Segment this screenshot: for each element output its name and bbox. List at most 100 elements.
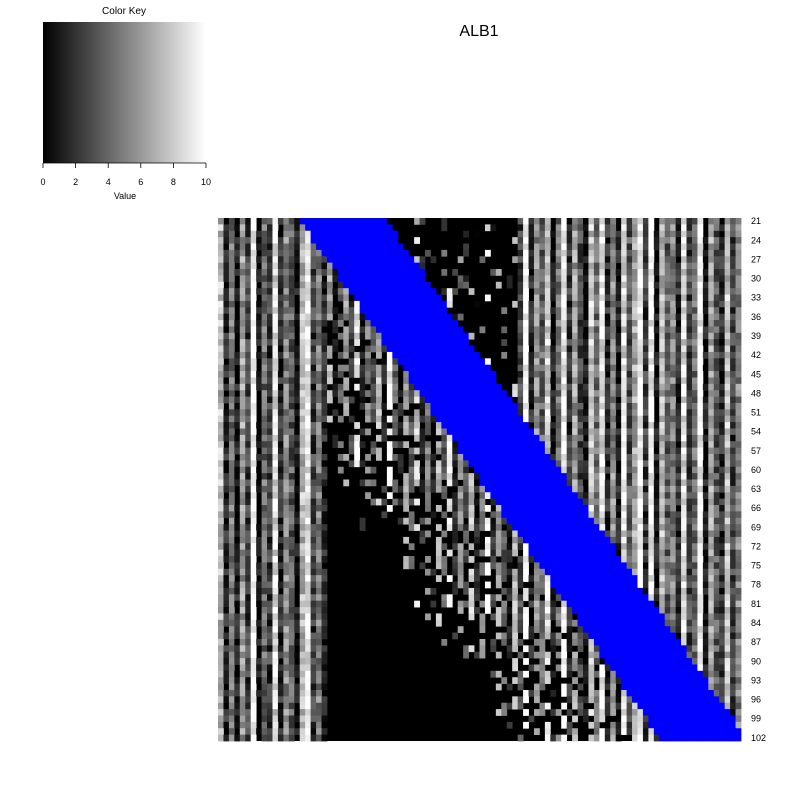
heatmap-cell bbox=[305, 345, 312, 353]
heatmap-cell bbox=[664, 262, 671, 270]
heatmap-cell bbox=[528, 575, 535, 582]
heatmap-cell bbox=[261, 536, 268, 544]
heatmap-cell bbox=[321, 371, 328, 378]
heatmap-cell bbox=[670, 581, 677, 589]
heatmap-cell bbox=[648, 351, 655, 359]
heatmap-cell bbox=[419, 466, 426, 474]
heatmap-cell bbox=[501, 575, 508, 582]
heatmap-cell bbox=[294, 428, 301, 436]
heatmap-cell bbox=[577, 326, 584, 334]
heatmap-cell bbox=[256, 434, 262, 442]
heatmap-cell bbox=[544, 364, 551, 372]
heatmap-cell bbox=[533, 562, 540, 570]
heatmap-cell bbox=[512, 300, 519, 308]
heatmap-cell bbox=[675, 422, 682, 429]
heatmap-cell bbox=[691, 288, 698, 295]
heatmap-cell bbox=[528, 505, 535, 512]
heatmap-cell bbox=[632, 626, 638, 633]
heatmap-cell bbox=[599, 441, 606, 449]
heatmap-cell bbox=[457, 345, 464, 353]
heatmap-cell bbox=[446, 549, 453, 557]
heatmap-cell bbox=[637, 345, 644, 353]
heatmap-cell bbox=[228, 294, 235, 302]
heatmap-cell bbox=[637, 581, 644, 589]
heatmap-cell bbox=[735, 607, 742, 614]
heatmap-cell bbox=[435, 441, 442, 449]
heatmap-cell bbox=[419, 517, 426, 525]
heatmap-cell bbox=[626, 498, 633, 506]
heatmap-cell bbox=[588, 300, 595, 308]
heatmap-cell bbox=[572, 358, 578, 366]
heatmap-cell bbox=[218, 224, 224, 232]
heatmap-cell bbox=[566, 281, 573, 289]
heatmap-cell bbox=[648, 587, 655, 595]
heatmap-cell bbox=[381, 371, 388, 378]
heatmap-cell bbox=[675, 262, 682, 270]
heatmap-cell bbox=[446, 288, 453, 295]
heatmap-cell bbox=[501, 479, 508, 487]
heatmap-cell bbox=[218, 371, 224, 378]
heatmap-cell bbox=[408, 453, 415, 461]
heatmap-cell bbox=[386, 262, 393, 270]
heatmap-cell bbox=[653, 607, 660, 614]
heatmap-cell bbox=[468, 600, 475, 608]
heatmap-cell bbox=[239, 441, 246, 449]
heatmap-cell bbox=[724, 543, 731, 551]
heatmap-cell bbox=[664, 300, 671, 308]
heatmap-cell bbox=[675, 218, 682, 225]
heatmap-cell bbox=[490, 415, 497, 423]
heatmap-cell bbox=[490, 556, 497, 563]
heatmap-cell bbox=[272, 371, 279, 378]
heatmap-cell bbox=[621, 626, 627, 633]
heatmap-cell bbox=[686, 409, 693, 417]
heatmap-cell bbox=[691, 626, 698, 633]
heatmap-cell bbox=[637, 498, 644, 506]
heatmap-cell bbox=[664, 594, 671, 602]
heatmap-cell bbox=[310, 581, 317, 589]
heatmap-cell bbox=[697, 409, 704, 417]
heatmap-cell bbox=[218, 428, 224, 436]
heatmap-cell bbox=[288, 371, 295, 378]
heatmap-cell bbox=[588, 281, 595, 289]
heatmap-cell bbox=[370, 396, 377, 404]
heatmap-cell bbox=[234, 626, 241, 633]
heatmap-cell bbox=[659, 224, 666, 232]
heatmap-cell bbox=[425, 339, 431, 346]
heatmap-cell bbox=[577, 568, 584, 576]
heatmap-cell bbox=[310, 218, 317, 225]
heatmap-cell bbox=[218, 390, 224, 397]
heatmap-cell bbox=[321, 428, 328, 436]
heatmap-cell bbox=[632, 364, 638, 372]
heatmap-cell bbox=[223, 536, 230, 544]
heatmap-cell bbox=[533, 230, 540, 238]
heatmap-cell bbox=[566, 594, 573, 602]
heatmap-cell bbox=[550, 543, 557, 551]
heatmap-cell bbox=[228, 262, 235, 270]
heatmap-cell bbox=[484, 536, 491, 544]
heatmap-cell bbox=[272, 339, 279, 346]
heatmap-cell bbox=[239, 613, 246, 621]
heatmap-cell bbox=[337, 262, 344, 270]
heatmap-cell bbox=[463, 505, 470, 512]
heatmap-cell bbox=[730, 300, 736, 308]
heatmap-cell bbox=[343, 351, 350, 359]
heatmap-cell bbox=[583, 320, 589, 327]
heatmap-cell bbox=[566, 345, 573, 353]
heatmap-cell bbox=[452, 428, 459, 436]
heatmap-cell bbox=[681, 383, 687, 391]
heatmap-cell bbox=[299, 498, 306, 506]
heatmap-cell bbox=[604, 492, 611, 500]
heatmap-cell bbox=[621, 492, 627, 500]
heatmap-cell bbox=[544, 536, 551, 544]
heatmap-cell bbox=[648, 281, 655, 289]
heatmap-cell bbox=[337, 218, 344, 225]
heatmap-cell bbox=[267, 562, 273, 570]
heatmap-cell bbox=[310, 364, 317, 372]
heatmap-cell bbox=[528, 543, 535, 551]
heatmap-cell bbox=[283, 409, 290, 417]
heatmap-cell bbox=[523, 288, 529, 295]
heatmap-cell bbox=[523, 320, 529, 327]
heatmap-cell bbox=[708, 224, 715, 232]
heatmap-cell bbox=[735, 313, 742, 321]
heatmap-cell bbox=[577, 307, 584, 315]
